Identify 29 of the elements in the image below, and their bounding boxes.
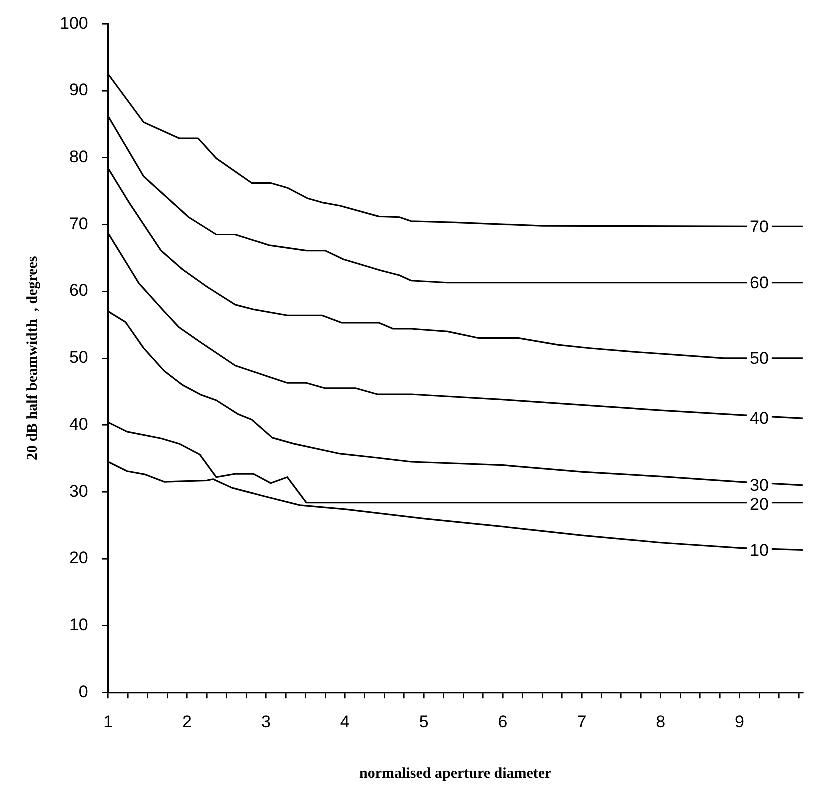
y-tick-label: 30 — [69, 482, 88, 501]
series-label: 10 — [750, 540, 769, 560]
x-tick-label: 3 — [261, 712, 271, 732]
series-label: 30 — [750, 476, 769, 496]
y-tick-label: 20 — [69, 548, 88, 568]
y-tick-label: 70 — [69, 214, 88, 234]
y-tick-label: 10 — [69, 615, 88, 634]
y-axis-title: 20 dB half beamwidth , degrees — [24, 256, 41, 461]
x-tick-label: 5 — [419, 712, 429, 732]
x-tick-label: 8 — [656, 712, 666, 732]
y-tick-label: 0 — [78, 682, 88, 702]
series-label: 40 — [750, 409, 769, 428]
series-label: 20 — [750, 495, 769, 514]
x-tick-label: 9 — [735, 712, 745, 732]
series-label: 70 — [750, 217, 769, 236]
y-tick-label: 50 — [69, 348, 88, 368]
y-tick-label: 40 — [69, 414, 88, 434]
x-tick-label: 1 — [104, 712, 114, 732]
x-tick-label: 7 — [577, 712, 587, 732]
y-tick-label: 90 — [69, 80, 88, 100]
series-label: 60 — [750, 274, 769, 293]
x-tick-label: 4 — [340, 712, 350, 732]
y-tick-label: 100 — [60, 14, 88, 33]
y-tick-label: 60 — [69, 281, 88, 300]
x-tick-label: 2 — [182, 712, 192, 732]
x-axis-title: normalised aperture diameter — [360, 766, 552, 782]
y-tick-label: 80 — [69, 148, 88, 167]
series-label: 50 — [750, 349, 769, 368]
x-tick-label: 6 — [498, 712, 508, 732]
